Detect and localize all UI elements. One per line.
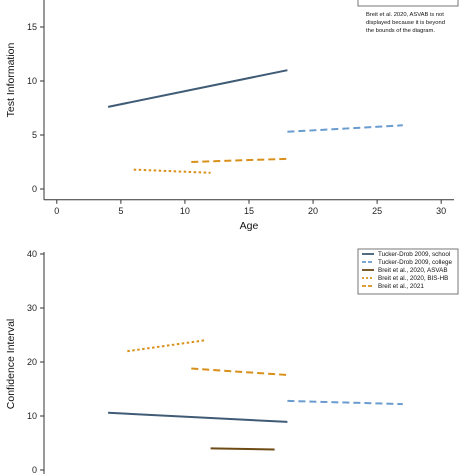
y-tick-label: 10 — [27, 76, 37, 86]
legend-label: Breit et al., 2021 — [378, 283, 424, 290]
annotation-text: Breit et al. 2020, ASVAB is not — [366, 12, 444, 18]
series-line-3 — [133, 168, 211, 174]
legend-label: Tucker-Drob 2009, school — [378, 251, 450, 258]
chart-panel-2: 0 10 20 30 40 Confidence Interval Tucker-Drob … — [5, 248, 459, 474]
series-line-4 — [127, 339, 205, 353]
y-tick-label: 5 — [32, 130, 37, 140]
legend-box — [357, 0, 459, 7]
legend-box — [357, 248, 459, 295]
y-tick-label: 15 — [27, 22, 37, 32]
x-tick-label: 20 — [308, 206, 318, 216]
chart-panel-1: 0 5 10 15 0 5 10 15 20 25 30 Test Information Age Bre… — [5, 0, 459, 232]
y-axis-title: Test Information — [5, 42, 17, 117]
y-tick-label: 20 — [27, 357, 37, 367]
x-axis-title: Age — [240, 220, 259, 232]
x-tick-label: 30 — [436, 206, 446, 216]
series-line-1 — [107, 69, 288, 108]
y-tick-label: 10 — [27, 411, 37, 421]
y-axis-title: Confidence Interval — [5, 319, 17, 409]
legend-label: Breit et al., 2020, ASVAB — [378, 267, 448, 274]
y-tick-label: 40 — [27, 249, 37, 259]
x-tick-label: 0 — [54, 206, 59, 216]
legend-label: Tucker-Drob 2009, college — [378, 259, 452, 266]
annotation-text: displayed because it is beyond — [366, 20, 445, 26]
legend-label: Breit et al., 2021 — [378, 0, 424, 1]
x-tick-label: 10 — [180, 206, 190, 216]
legend: Breit et al., 2021 — [357, 0, 459, 7]
y-tick-label: 0 — [32, 465, 37, 474]
annotation-text: the bounds of the diagram. — [366, 28, 435, 34]
x-tick-label: 5 — [118, 206, 123, 216]
y-tick-label: 30 — [27, 303, 37, 313]
series-line-1 — [108, 411, 288, 423]
series-line-3 — [210, 447, 275, 451]
series-line-5 — [191, 367, 288, 376]
x-tick-label: 15 — [244, 206, 254, 216]
y-tick-label: 0 — [32, 184, 37, 194]
series-line-4 — [191, 157, 288, 163]
legend-label: Breit et al., 2020, BIS-HB — [378, 275, 448, 282]
series-line-2 — [287, 124, 403, 133]
x-tick-label: 25 — [372, 206, 382, 216]
series-line-2 — [287, 399, 403, 406]
